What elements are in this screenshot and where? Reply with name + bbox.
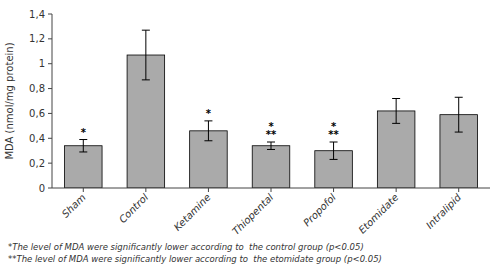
y-tick — [48, 113, 52, 114]
y-tick — [48, 138, 52, 139]
error-cap — [142, 30, 150, 31]
error-bar — [392, 99, 400, 124]
x-tick — [145, 188, 146, 192]
significance-marker: * — [81, 127, 87, 138]
y-axis-label: MDA (nmol/mg protein) — [4, 42, 15, 159]
error-stem — [396, 99, 397, 124]
x-tick — [458, 188, 459, 192]
y-tick-label: 1,2 — [29, 33, 45, 44]
x-tick-label: Etomidate — [356, 192, 400, 236]
x-tick-label: Intralipid — [424, 191, 464, 231]
error-bar — [330, 142, 338, 159]
plot-area — [65, 30, 478, 188]
footnote: *The level of MDA were significantly low… — [8, 242, 364, 252]
error-cap — [267, 142, 275, 143]
x-tick-label: Sham — [60, 191, 88, 219]
y-tick-label: 0,8 — [29, 83, 45, 94]
error-stem — [208, 121, 209, 141]
y-tick-label: 1 — [39, 58, 45, 69]
error-stem — [271, 142, 272, 149]
y-tick-label: 0,4 — [29, 133, 45, 144]
y-tick — [48, 63, 52, 64]
y-tick-label: 0 — [39, 183, 45, 194]
x-tick — [208, 188, 209, 192]
error-cap — [204, 120, 212, 121]
error-cap — [142, 79, 150, 80]
error-stem — [458, 97, 459, 132]
significance-marker: * — [206, 108, 212, 119]
y-tick — [48, 14, 52, 15]
error-cap — [392, 123, 400, 124]
x-tick — [271, 188, 272, 192]
y-axis-line — [52, 14, 53, 188]
significance-marker: * — [331, 121, 337, 132]
error-bar — [79, 140, 87, 152]
y-tick — [48, 163, 52, 164]
chart: 0 0,2 0,4 0,6 0,8 1 1,2 1,4 MDA (nmol/mg protein… — [0, 0, 500, 268]
error-bar — [142, 30, 150, 80]
error-bar — [267, 142, 275, 149]
error-cap — [330, 142, 338, 143]
error-cap — [455, 132, 463, 133]
annotations: ******** — [81, 108, 340, 140]
x-axis: Sham Control Ketamine Thiopental Propofol Eto… — [60, 188, 464, 237]
error-stem — [145, 30, 146, 80]
error-cap — [204, 140, 212, 141]
y-axis: 0 0,2 0,4 0,6 0,8 1 1,2 1,4 — [29, 9, 52, 194]
x-tick — [333, 188, 334, 192]
y-tick-label: 0,6 — [29, 108, 45, 119]
x-tick — [396, 188, 397, 192]
error-cap — [267, 149, 275, 150]
footnotes: *The level of MDA were significantly low… — [8, 242, 382, 264]
error-cap — [392, 98, 400, 99]
error-stem — [83, 140, 84, 152]
error-bar — [204, 121, 212, 141]
y-tick — [48, 38, 52, 39]
error-cap — [79, 151, 87, 152]
y-tick-label: 1,4 — [29, 9, 45, 20]
y-tick — [48, 88, 52, 89]
y-tick-label: 0,2 — [29, 158, 45, 169]
x-tick-label: Propofol — [301, 191, 338, 228]
error-cap — [455, 97, 463, 98]
error-stem — [333, 142, 334, 159]
x-tick-label: Ketamine — [172, 192, 213, 233]
x-tick-label: Control — [117, 191, 151, 225]
error-cap — [79, 139, 87, 140]
error-bar — [455, 97, 463, 132]
y-tick — [48, 188, 52, 189]
bar — [252, 146, 290, 188]
x-tick-label: Thiopental — [230, 191, 275, 236]
footnote: **The level of MDA were significantly lo… — [8, 254, 382, 264]
x-tick — [83, 188, 84, 192]
error-cap — [330, 159, 338, 160]
significance-marker: * — [268, 121, 274, 132]
bar — [65, 146, 103, 188]
